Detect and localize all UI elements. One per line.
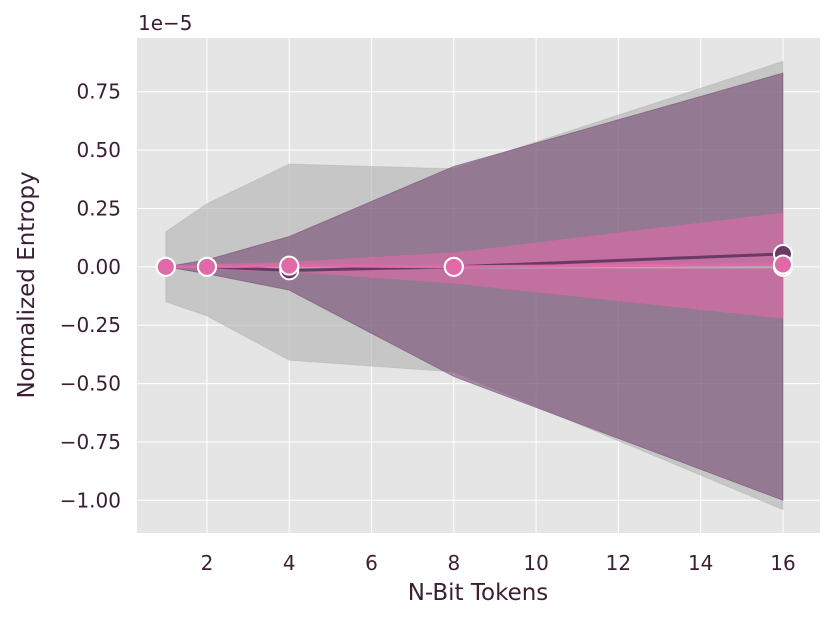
y-tick-label: 0.00 bbox=[76, 255, 121, 279]
x-axis-label: N-Bit Tokens bbox=[408, 580, 549, 606]
x-axis-ticks: 2 4 6 8 10 12 14 16 bbox=[201, 551, 796, 575]
x-tick-label: 8 bbox=[447, 551, 460, 575]
y-tick-label: −0.75 bbox=[60, 430, 121, 454]
y-offset-label: 1e−5 bbox=[138, 11, 193, 35]
series-3-point bbox=[279, 255, 300, 276]
x-tick-label: 16 bbox=[770, 551, 795, 575]
series-markers bbox=[155, 243, 793, 281]
x-tick-label: 10 bbox=[523, 551, 548, 575]
x-tick-label: 12 bbox=[606, 551, 631, 575]
y-axis-ticks: 0.75 0.50 0.25 0.00 −0.25 −0.50 −0.75 −1.00 bbox=[60, 80, 121, 513]
y-tick-label: −1.00 bbox=[60, 488, 121, 512]
x-tick-label: 6 bbox=[365, 551, 378, 575]
x-tick-label: 2 bbox=[201, 551, 214, 575]
y-tick-label: 0.25 bbox=[76, 196, 121, 220]
series-3-point bbox=[155, 256, 176, 277]
x-tick-label: 4 bbox=[283, 551, 296, 575]
series-3-point bbox=[772, 254, 793, 275]
y-tick-label: −0.25 bbox=[60, 313, 121, 337]
y-tick-label: 0.50 bbox=[76, 138, 121, 162]
series-3-point bbox=[443, 256, 464, 277]
series-3-point bbox=[196, 256, 217, 277]
y-tick-label: 0.75 bbox=[76, 80, 121, 104]
x-tick-label: 14 bbox=[688, 551, 713, 575]
y-axis-label: Normalized Entropy bbox=[14, 171, 40, 398]
y-tick-label: −0.50 bbox=[60, 372, 121, 396]
